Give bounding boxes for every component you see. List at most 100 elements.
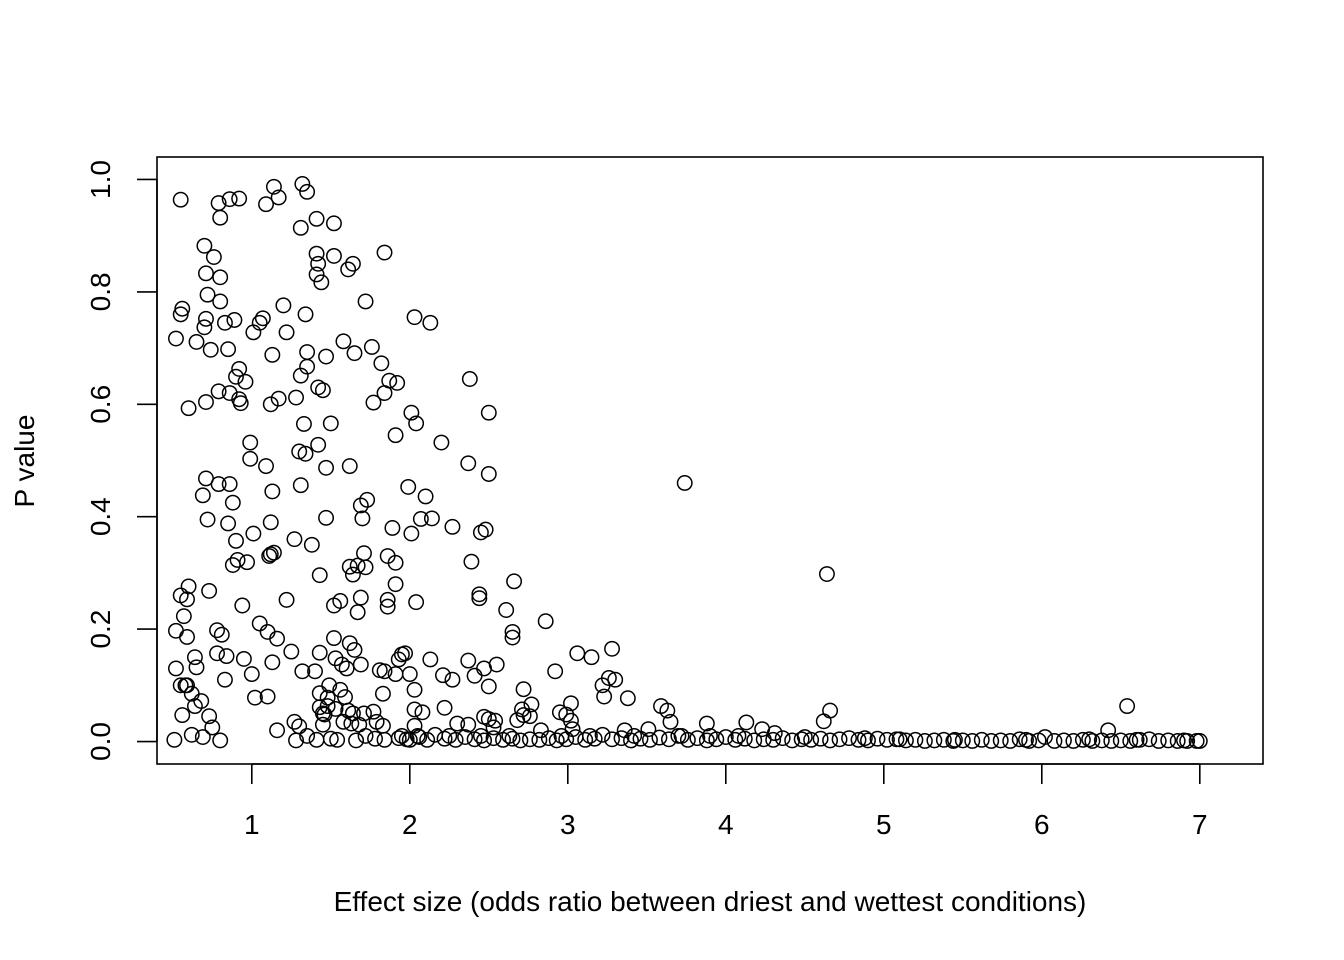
data-point bbox=[850, 731, 867, 748]
data-point bbox=[235, 650, 252, 667]
data-point bbox=[1037, 729, 1053, 745]
data-point bbox=[357, 293, 374, 310]
data-point bbox=[916, 733, 933, 749]
data-point bbox=[1103, 733, 1120, 749]
y-tick-label: 0.4 bbox=[85, 497, 116, 536]
data-point bbox=[460, 716, 477, 733]
data-point bbox=[907, 731, 924, 748]
data-point bbox=[676, 475, 693, 491]
data-point bbox=[318, 348, 335, 365]
data-point bbox=[326, 215, 342, 232]
data-point bbox=[387, 427, 404, 444]
data-point bbox=[180, 400, 197, 417]
data-point bbox=[604, 640, 620, 657]
data-point bbox=[168, 330, 184, 347]
data-point bbox=[547, 663, 564, 680]
data-point bbox=[261, 548, 278, 564]
data-point bbox=[194, 487, 211, 504]
data-point bbox=[318, 509, 335, 526]
data-point bbox=[504, 629, 521, 646]
data-point bbox=[926, 732, 943, 749]
data-point bbox=[374, 685, 391, 702]
data-point bbox=[563, 695, 579, 712]
data-point bbox=[384, 519, 401, 536]
data-point bbox=[168, 622, 184, 639]
data-point bbox=[209, 645, 225, 662]
data-point bbox=[626, 727, 643, 744]
x-tick-label: 4 bbox=[718, 809, 734, 840]
y-tick-label: 0.8 bbox=[85, 272, 116, 311]
data-point bbox=[221, 476, 238, 493]
data-point bbox=[457, 729, 474, 745]
data-point bbox=[515, 681, 532, 698]
data-point bbox=[269, 630, 286, 647]
data-point bbox=[186, 649, 203, 666]
data-point bbox=[213, 626, 230, 643]
data-point bbox=[935, 731, 952, 748]
data-point bbox=[212, 732, 229, 749]
data-point bbox=[199, 511, 216, 528]
data-point bbox=[365, 394, 382, 411]
data-point bbox=[314, 705, 331, 722]
data-point bbox=[553, 727, 570, 744]
data-point bbox=[188, 333, 205, 350]
data-point bbox=[660, 731, 677, 748]
data-point bbox=[548, 732, 565, 749]
data-point bbox=[521, 731, 538, 748]
data-point bbox=[308, 210, 325, 227]
data-point bbox=[278, 324, 295, 341]
data-point bbox=[367, 730, 383, 747]
data-point bbox=[179, 591, 195, 608]
data-point bbox=[673, 727, 690, 744]
data-point bbox=[310, 436, 327, 453]
data-point bbox=[231, 190, 248, 207]
data-point bbox=[308, 731, 325, 748]
data-point bbox=[286, 713, 303, 730]
data-point bbox=[755, 731, 772, 748]
x-axis-title: Effect size (odds ratio between driest a… bbox=[334, 886, 1087, 917]
data-point bbox=[841, 730, 857, 747]
data-point bbox=[319, 689, 336, 706]
data-point bbox=[172, 306, 189, 323]
data-point bbox=[340, 261, 357, 278]
data-point bbox=[408, 594, 425, 611]
data-point bbox=[1055, 732, 1072, 749]
data-point bbox=[357, 727, 374, 744]
data-point bbox=[352, 497, 369, 514]
y-axis: 0.0 0.2 0.4 0.6 0.8 1.0 bbox=[85, 160, 158, 761]
data-point bbox=[765, 731, 782, 748]
data-point bbox=[471, 590, 488, 607]
data-point bbox=[504, 623, 521, 640]
data-point bbox=[264, 654, 281, 671]
data-point bbox=[344, 566, 361, 583]
data-point bbox=[265, 544, 282, 561]
x-axis: 1 2 3 4 5 6 7 bbox=[244, 763, 1208, 840]
data-point bbox=[341, 558, 358, 575]
data-point bbox=[321, 677, 338, 694]
data-point bbox=[480, 678, 497, 695]
data-point bbox=[278, 591, 295, 608]
data-point bbox=[172, 677, 189, 694]
data-point bbox=[224, 557, 241, 573]
data-point bbox=[196, 237, 213, 254]
data-point bbox=[264, 483, 281, 500]
data-point bbox=[670, 727, 687, 744]
data-point bbox=[879, 731, 895, 748]
data-point bbox=[270, 189, 287, 206]
data-point bbox=[308, 266, 325, 283]
data-point bbox=[245, 525, 262, 542]
data-point bbox=[303, 536, 320, 553]
data-point bbox=[891, 731, 908, 748]
data-point bbox=[435, 667, 451, 684]
data-point bbox=[662, 713, 679, 730]
data-point bbox=[973, 731, 990, 748]
data-point bbox=[417, 488, 434, 505]
data-point bbox=[291, 443, 308, 460]
data-point bbox=[220, 515, 237, 532]
data-point bbox=[363, 339, 380, 355]
data-point bbox=[346, 641, 363, 658]
data-point bbox=[259, 688, 276, 705]
data-point bbox=[480, 404, 497, 421]
data-point bbox=[297, 445, 314, 462]
data-point bbox=[540, 730, 557, 747]
